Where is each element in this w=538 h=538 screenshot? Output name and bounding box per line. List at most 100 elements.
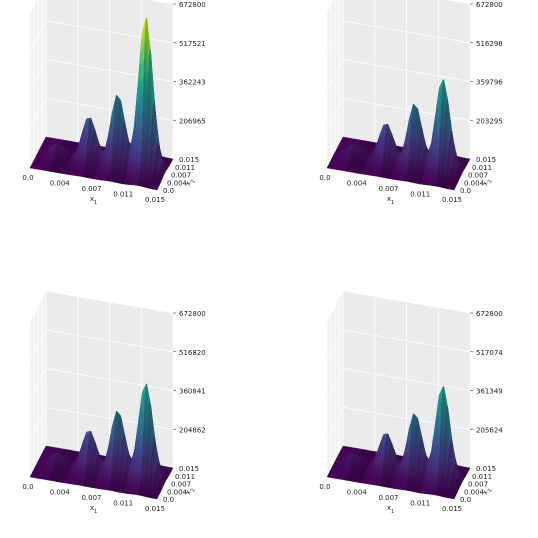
surface-facet xyxy=(431,492,437,496)
surface-facet xyxy=(100,178,106,181)
surface-facet xyxy=(135,173,141,179)
y-tick-label: 0.011 xyxy=(175,164,195,172)
surface-facet xyxy=(423,183,429,186)
surface xyxy=(29,383,174,500)
surface-facet xyxy=(81,468,87,473)
x-tick-label: 0.004 xyxy=(50,489,71,497)
y-tick-label: 0.004 xyxy=(464,179,485,187)
surface-facet xyxy=(104,179,110,182)
surface-facet xyxy=(397,487,403,490)
surface-facet xyxy=(346,464,352,467)
surface-facet xyxy=(401,179,407,182)
x-tick-label: 0.007 xyxy=(378,494,398,502)
surface-facet xyxy=(346,462,352,466)
z-tick-label: 204862 xyxy=(179,426,206,434)
z-tick-label: 206965 xyxy=(179,117,206,125)
z-tick-label: 359796 xyxy=(476,79,503,87)
surface-facet xyxy=(49,464,55,467)
x-axis-label: x1 xyxy=(90,504,97,515)
z-tick-label: 203295 xyxy=(476,117,503,125)
x-tick-label: 0.011 xyxy=(410,500,430,508)
x-tick-label: 0.011 xyxy=(113,191,133,199)
y-tick-label: 0.007 xyxy=(468,172,488,180)
z-gridline xyxy=(29,368,174,400)
z-tick-label: 205624 xyxy=(476,426,503,434)
surface-facet xyxy=(431,183,437,187)
surface-facet xyxy=(74,483,80,486)
surface-chart-4: 0.00.0040.0070.0110.015x10.0150.0110.007… xyxy=(319,290,503,515)
surface-facet xyxy=(380,455,385,462)
surface-facet xyxy=(70,173,76,176)
x-tick-label: 0.0 xyxy=(22,174,33,182)
surface-facet xyxy=(393,178,399,181)
surface-facet xyxy=(433,173,438,179)
surface-facet xyxy=(81,158,87,163)
surface-facet xyxy=(105,173,111,177)
z-gridline xyxy=(29,329,174,361)
x-tick-label: 0.004 xyxy=(50,180,71,188)
surface-facet xyxy=(380,450,386,457)
x-tick-label: 0.007 xyxy=(81,185,101,193)
x-tick-label: 0.015 xyxy=(145,196,165,204)
z-tick-label: 672800 xyxy=(476,1,503,9)
surface-facet xyxy=(126,492,132,495)
surface-facet xyxy=(49,155,55,158)
z-gridline xyxy=(326,0,471,14)
z-tick-label: 361349 xyxy=(476,388,503,396)
surface-facet xyxy=(131,180,136,184)
surface-facet xyxy=(134,183,140,186)
x-tick-label: 0.0 xyxy=(319,174,330,182)
surface-facet xyxy=(427,183,433,186)
z-tick-label: 517074 xyxy=(476,349,503,357)
surface-facet xyxy=(379,155,384,161)
z-tick-label: 517521 xyxy=(179,40,206,48)
y-axis-label: x2 xyxy=(184,177,197,188)
z-tick-label: 672800 xyxy=(476,310,503,318)
z-gridline xyxy=(29,59,174,91)
surface-facet xyxy=(136,477,142,484)
surface xyxy=(29,16,174,191)
surface-facet xyxy=(433,477,439,484)
surface xyxy=(326,79,471,191)
z-gridline xyxy=(29,20,174,52)
surface-facet xyxy=(83,449,89,456)
x-tick-label: 0.015 xyxy=(145,505,165,513)
y-tick-label: 0.015 xyxy=(476,156,496,164)
surface-facet xyxy=(450,188,455,191)
surface-facet xyxy=(402,483,408,486)
surface-facet xyxy=(126,183,132,186)
z-gridline xyxy=(326,20,471,52)
surface-facet xyxy=(123,182,128,185)
surface-facet xyxy=(82,153,87,159)
surface-facet xyxy=(82,148,88,155)
surface-facet xyxy=(380,141,386,148)
x-axis-label: x1 xyxy=(387,195,394,206)
surface-facet xyxy=(83,143,88,150)
z-tick-label: 360841 xyxy=(179,388,206,396)
surface-facet xyxy=(371,174,377,177)
surface-facet xyxy=(432,177,438,181)
y-tick-label: 0.0 xyxy=(163,187,174,195)
surface-facet xyxy=(83,137,89,144)
surface-facet xyxy=(379,460,385,466)
surface-facet xyxy=(82,464,87,470)
surface-facet xyxy=(134,492,140,496)
surface-facet xyxy=(393,487,399,490)
surface-facet xyxy=(378,468,384,474)
surface-facet xyxy=(130,492,136,495)
z-gridline xyxy=(326,59,471,91)
x-tick-label: 0.011 xyxy=(113,500,133,508)
x-axis-label: x1 xyxy=(90,195,97,206)
surface-facet xyxy=(397,178,403,181)
surface-facet xyxy=(83,454,88,461)
y-tick-label: 0.015 xyxy=(179,156,199,164)
surface-facet xyxy=(98,174,104,177)
z-gridline xyxy=(326,97,471,130)
surface-chart-2: 0.00.0040.0070.0110.015x10.0150.0110.007… xyxy=(319,0,503,206)
surface-facet xyxy=(82,459,88,465)
y-tick-label: 0.004 xyxy=(167,179,188,187)
z-gridline xyxy=(29,97,174,130)
surface-facet xyxy=(379,151,385,157)
surface-facet xyxy=(420,491,425,494)
y-tick-label: 0.011 xyxy=(472,164,492,172)
